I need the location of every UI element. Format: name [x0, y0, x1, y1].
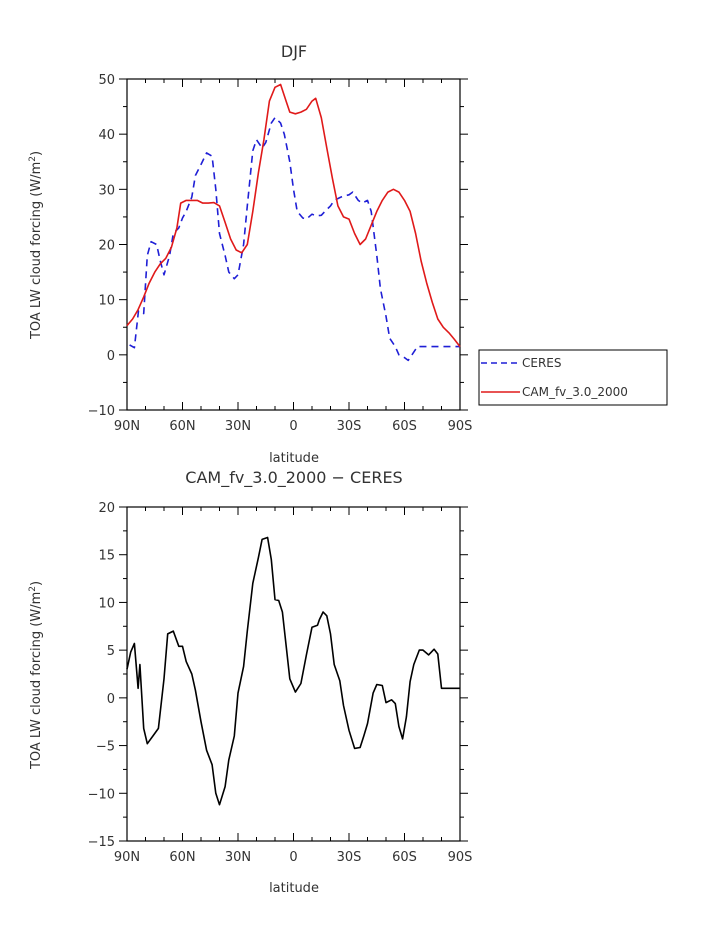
- tick-marks: [119, 78, 468, 411]
- legend-label-ceres: CERES: [522, 356, 562, 370]
- series-lines: [126, 536, 460, 806]
- chart-title: CAM_fv_3.0_2000 − CERES: [185, 468, 402, 488]
- y-tick-label: 40: [98, 128, 115, 143]
- y-tick-label: 30: [98, 183, 115, 198]
- tick-labels: 90N 60N 30N 0 30S 60S 90S −15 −10 −5 0 5 10 15 20: [88, 501, 473, 865]
- x-tick-label: 30S: [337, 850, 362, 865]
- plot-frame: [126, 506, 461, 842]
- y-tick-label: 20: [98, 239, 115, 254]
- x-tick-label: 0: [289, 850, 297, 865]
- chart-title: DJF: [281, 42, 307, 61]
- y-tick-label: 5: [107, 644, 115, 659]
- x-tick-label: 90S: [448, 850, 473, 865]
- y-tick-label: −15: [88, 835, 115, 850]
- legend: CERES CAM_fv_3.0_2000: [478, 349, 668, 406]
- legend-label-cam: CAM_fv_3.0_2000: [522, 385, 628, 399]
- y-tick-label: 15: [98, 549, 115, 564]
- x-tick-label: 60N: [169, 419, 195, 434]
- series-lines: [126, 83, 461, 362]
- x-tick-label: 60N: [169, 850, 195, 865]
- legend-box: [478, 349, 668, 406]
- series-line-ceres: [129, 116, 460, 362]
- top-panel: DJF 90N 60N 30N 0 30S 60S 90S −10 0 10 20 30 40 50 la…: [28, 42, 668, 466]
- x-axis-label: latitude: [269, 881, 319, 896]
- y-tick-label: 10: [98, 596, 115, 611]
- tick-marks: [119, 506, 468, 842]
- x-tick-label: 30S: [337, 419, 362, 434]
- series-line-cam: [126, 83, 461, 348]
- y-tick-label: −10: [88, 404, 115, 419]
- x-tick-label: 90S: [448, 419, 473, 434]
- x-tick-label: 60S: [392, 850, 417, 865]
- x-tick-label: 90N: [114, 419, 140, 434]
- x-tick-label: 30N: [225, 419, 251, 434]
- y-tick-label: 0: [107, 349, 115, 364]
- y-tick-label: 10: [98, 294, 115, 309]
- y-tick-label: 50: [98, 73, 115, 88]
- x-tick-label: 30N: [225, 850, 251, 865]
- x-tick-label: 60S: [392, 419, 417, 434]
- y-tick-label: 0: [107, 692, 115, 707]
- tick-labels: 90N 60N 30N 0 30S 60S 90S −10 0 10 20 30 40 50: [88, 73, 473, 434]
- y-tick-label: −5: [96, 740, 115, 755]
- x-tick-label: 0: [289, 419, 297, 434]
- y-axis-label: TOA LW cloud forcing (W/m2): [28, 581, 44, 770]
- y-axis-label: TOA LW cloud forcing (W/m2): [28, 151, 44, 340]
- bottom-panel: CAM_fv_3.0_2000 − CERES 90N 60N 30N 0 30S 60S…: [28, 468, 472, 896]
- x-tick-label: 90N: [114, 850, 140, 865]
- plot-frame: [126, 78, 461, 411]
- x-axis-label: latitude: [269, 451, 319, 466]
- legend-item-ceres: CERES: [481, 356, 562, 370]
- y-tick-label: 20: [98, 501, 115, 516]
- legend-item-cam: CAM_fv_3.0_2000: [481, 385, 628, 399]
- series-line-difference: [126, 536, 460, 806]
- y-tick-label: −10: [88, 787, 115, 802]
